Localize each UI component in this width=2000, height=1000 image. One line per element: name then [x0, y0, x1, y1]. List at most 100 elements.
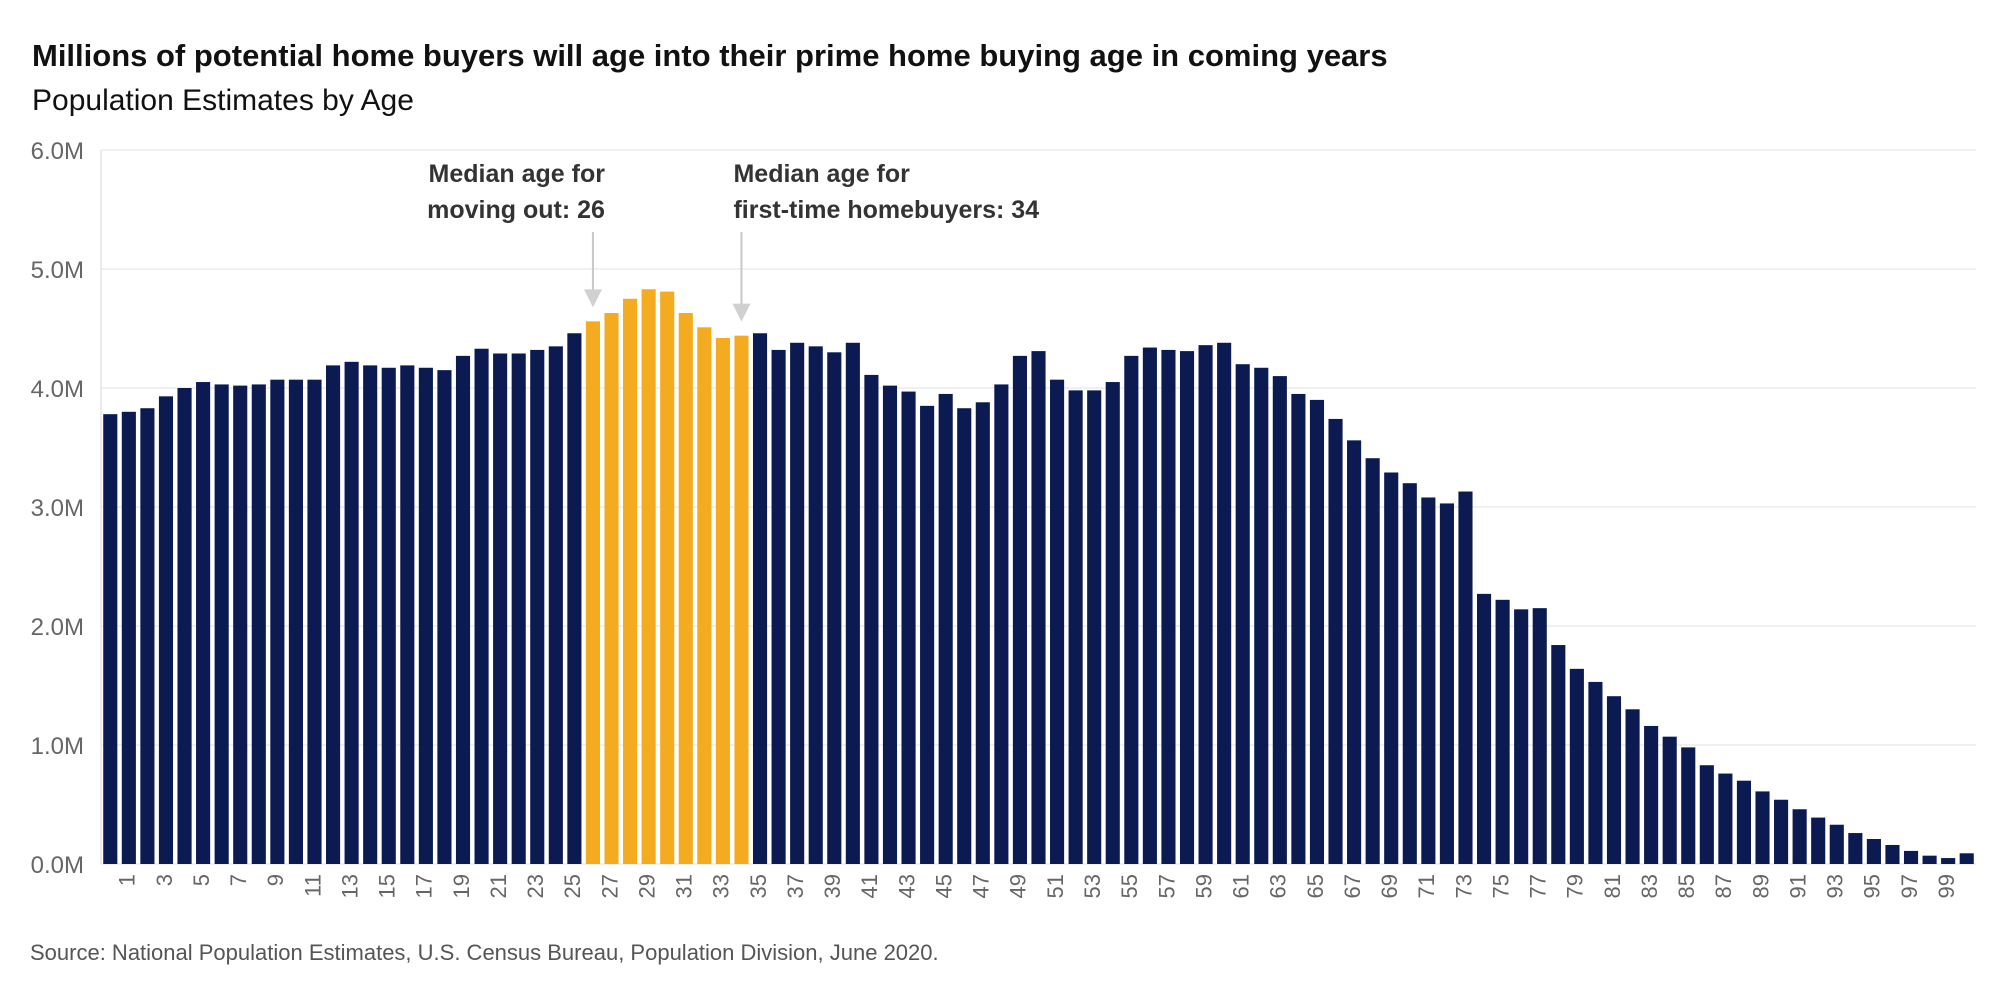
- x-tick-label: 59: [1191, 874, 1216, 898]
- bar-age-64: [1291, 393, 1306, 864]
- x-tick-label: 27: [597, 874, 622, 898]
- bar-age-75: [1495, 599, 1510, 864]
- x-tick-label: 67: [1340, 874, 1365, 898]
- annotation-arrow-head: [732, 303, 751, 322]
- x-tick-label: 35: [746, 874, 771, 898]
- x-tick-label: 83: [1637, 874, 1662, 898]
- x-tick-label: 53: [1080, 874, 1105, 898]
- bar-age-49: [1012, 355, 1027, 864]
- bar-age-96: [1885, 844, 1900, 864]
- x-tick-label: 1: [115, 874, 140, 886]
- x-tick-label: 23: [523, 874, 548, 898]
- bar-age-24: [548, 346, 563, 865]
- source-note: Source: National Population Estimates, U…: [30, 940, 939, 965]
- bar-age-10: [288, 379, 303, 864]
- annotation-text: Median age for: [733, 160, 910, 188]
- bar-age-19: [455, 355, 471, 864]
- bar-age-71: [1421, 497, 1436, 864]
- x-tick-label: 75: [1488, 874, 1513, 898]
- bar-age-33: [715, 338, 730, 864]
- y-axis: 0.0M 1.0M 2.0M 3.0M 4.0M 5.0M 6.0M: [31, 138, 102, 879]
- bar-age-50: [1031, 351, 1046, 864]
- bar-age-56: [1142, 347, 1157, 864]
- bar-age-20: [474, 348, 489, 865]
- bar-age-69: [1384, 472, 1399, 864]
- bar-age-25: [567, 333, 582, 864]
- bar-age-17: [418, 367, 433, 864]
- bar-age-16: [400, 365, 415, 864]
- bar-age-77: [1532, 608, 1547, 864]
- bar-age-5: [196, 382, 211, 864]
- x-tick-label: 81: [1600, 874, 1625, 898]
- bar-age-41: [864, 374, 879, 864]
- bars: [103, 289, 1974, 865]
- bar-age-29: [641, 289, 656, 865]
- bar-age-67: [1347, 440, 1362, 864]
- bar-age-85: [1681, 747, 1696, 864]
- x-tick-label: 39: [820, 874, 845, 898]
- bar-age-0: [103, 414, 118, 864]
- x-tick-label: 63: [1266, 874, 1291, 898]
- bar-age-84: [1662, 736, 1677, 864]
- bar-age-38: [808, 346, 823, 865]
- bar-age-54: [1105, 382, 1120, 864]
- annotation-text: moving out: 26: [427, 196, 605, 224]
- bar-age-70: [1402, 483, 1417, 864]
- y-tick-label: 6.0M: [31, 138, 84, 165]
- bar-age-74: [1476, 593, 1492, 864]
- x-tick-label: 93: [1823, 874, 1848, 898]
- x-tick-label: 9: [263, 874, 288, 886]
- bar-age-46: [957, 408, 972, 864]
- bar-age-68: [1365, 458, 1380, 864]
- bar-age-30: [660, 291, 675, 864]
- bar-age-2: [140, 408, 155, 864]
- bar-age-86: [1699, 765, 1714, 864]
- bar-age-83: [1644, 725, 1659, 864]
- bar-age-4: [177, 388, 192, 864]
- x-tick-label: 21: [486, 874, 511, 898]
- bar-age-32: [697, 327, 712, 864]
- annotations: Median age for moving out: 26 Median age f…: [427, 160, 1039, 322]
- bar-age-73: [1458, 491, 1473, 864]
- x-tick-label: 85: [1674, 874, 1699, 898]
- x-tick-label: 37: [783, 874, 808, 898]
- x-tick-label: 61: [1229, 874, 1254, 898]
- bar-age-100: [1959, 853, 1974, 864]
- bar-age-9: [270, 379, 285, 864]
- bar-age-72: [1439, 503, 1454, 864]
- bar-age-34: [734, 335, 749, 864]
- bar-age-15: [381, 367, 396, 864]
- x-tick-label: 87: [1711, 874, 1736, 898]
- bar-age-57: [1161, 349, 1176, 864]
- bar-age-47: [975, 402, 990, 864]
- x-tick-label: 15: [375, 874, 400, 898]
- x-tick-label: 97: [1897, 874, 1922, 898]
- x-tick-label: 25: [560, 874, 585, 898]
- bar-age-45: [938, 393, 953, 864]
- bar-age-79: [1569, 668, 1584, 864]
- bar-age-27: [604, 313, 619, 864]
- bar-age-65: [1309, 399, 1325, 864]
- bar-age-43: [901, 391, 916, 864]
- x-tick-label: 79: [1563, 874, 1588, 898]
- bar-age-14: [363, 365, 378, 864]
- bar-age-18: [437, 370, 452, 864]
- bar-age-78: [1551, 645, 1566, 864]
- x-tick-label: 73: [1451, 874, 1476, 898]
- bar-age-59: [1198, 345, 1213, 864]
- bar-age-82: [1625, 709, 1640, 864]
- x-tick-label: 33: [709, 874, 734, 898]
- chart-title: Millions of potential home buyers will a…: [32, 38, 1388, 73]
- annotation-arrow-head: [583, 289, 602, 308]
- bar-age-99: [1941, 858, 1956, 864]
- y-tick-label: 1.0M: [31, 733, 84, 760]
- bar-age-76: [1514, 609, 1529, 864]
- y-tick-label: 3.0M: [31, 495, 84, 522]
- x-tick-label: 43: [894, 874, 919, 898]
- x-tick-label: 13: [337, 874, 362, 898]
- bar-age-51: [1050, 379, 1065, 864]
- bar-age-66: [1328, 418, 1343, 864]
- bar-age-80: [1588, 681, 1603, 864]
- bar-age-44: [920, 405, 935, 864]
